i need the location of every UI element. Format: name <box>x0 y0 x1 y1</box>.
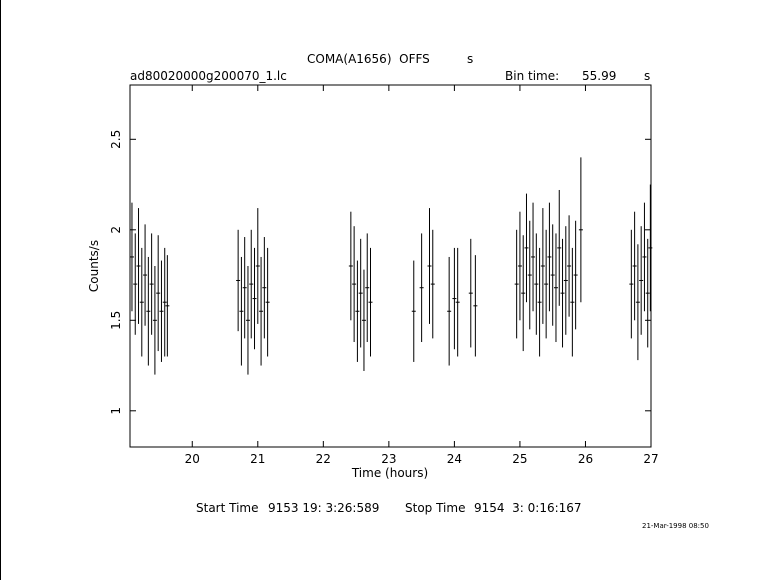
date-stamp: 21-Mar-1998 08:50 <box>642 522 709 530</box>
object-unit: s <box>467 52 474 66</box>
x-tick-label: 26 <box>578 452 593 466</box>
object-name: COMA(A1656) OFFS <box>307 52 430 66</box>
bin-time-value: 55.99 <box>582 69 617 83</box>
series-counts <box>129 157 653 375</box>
x-axis: 20 21 22 23 24 25 26 27 <box>185 85 659 466</box>
stop-time-value: 9154 3: 0:16:167 <box>474 501 582 515</box>
x-tick-label: 20 <box>185 452 200 466</box>
y-axis-label: Counts/s <box>87 240 101 292</box>
window-left-border <box>0 0 1 580</box>
x-tick-label: 22 <box>316 452 331 466</box>
x-tick-label: 24 <box>447 452 462 466</box>
plot-frame <box>129 84 652 448</box>
start-time-label: Start Time <box>196 501 259 515</box>
y-tick-label: 1 <box>109 407 123 415</box>
y-tick-label: 1.5 <box>109 311 123 330</box>
filename: ad80020000g200070_1.lc <box>130 69 287 83</box>
stop-time-label: Stop Time <box>405 501 466 515</box>
x-tick-label: 25 <box>512 452 527 466</box>
y-tick-label: 2 <box>109 226 123 234</box>
bin-time-label: Bin time: <box>505 69 560 83</box>
x-tick-label: 27 <box>643 452 658 466</box>
x-axis-label: Time (hours) <box>351 466 428 480</box>
y-axis: 1 1.5 2 2.5 <box>109 130 651 415</box>
start-time-value: 9153 19: 3:26:589 <box>268 501 380 515</box>
x-tick-label: 23 <box>381 452 396 466</box>
bin-time-unit: s <box>644 69 651 83</box>
y-tick-label: 2.5 <box>109 130 123 149</box>
x-tick-label: 21 <box>250 452 265 466</box>
